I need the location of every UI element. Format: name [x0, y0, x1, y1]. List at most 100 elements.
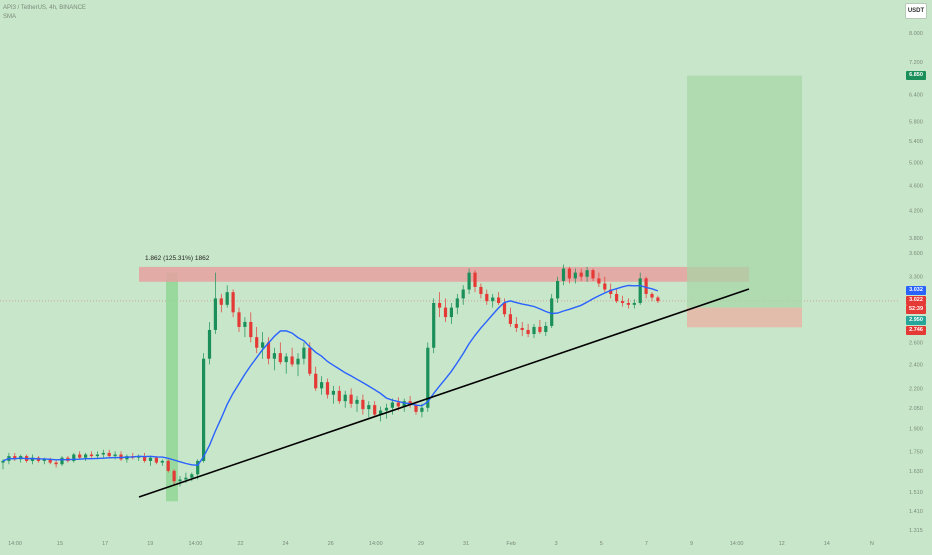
candle-body [190, 474, 194, 478]
time-axis-label: 17 [102, 541, 108, 547]
candle-body [449, 307, 453, 318]
candle-body [178, 479, 182, 482]
candle-body [148, 457, 153, 461]
candle-body [243, 321, 247, 327]
candle-body [656, 297, 660, 302]
candle-body [219, 298, 223, 305]
candle-body [556, 280, 560, 299]
candle-body [172, 470, 176, 482]
candle-body [379, 410, 383, 415]
candle-body [225, 292, 229, 305]
time-axis-label: 31 [463, 541, 469, 547]
candle-body [367, 405, 371, 410]
candle-body [320, 382, 324, 389]
currency-button[interactable]: USDT [905, 3, 927, 19]
time-axis-label: 14:00 [8, 541, 22, 547]
candle-body [231, 292, 235, 313]
time-axis-label: 12 [779, 541, 785, 547]
candle-body [396, 402, 400, 407]
price-axis-label: 4.200 [909, 208, 923, 214]
time-axis-label: 14:00 [369, 541, 383, 547]
candle-body [272, 353, 276, 359]
candle-body [343, 394, 347, 402]
price-axis-label: 2.600 [909, 340, 923, 346]
candle-body [284, 356, 288, 363]
candle-body [432, 302, 436, 348]
time-axis-label: 29 [418, 541, 424, 547]
price-axis-label: 2.200 [909, 386, 923, 392]
candle-body [591, 270, 595, 279]
candle-body [78, 454, 82, 458]
candle-body [497, 297, 501, 303]
symbol-title: API3 / TetherUS, 4h, BINANCE [3, 5, 86, 11]
price-axis-label: 5.800 [909, 120, 923, 126]
candle-body [207, 329, 212, 359]
candle-body [249, 321, 253, 338]
trendline [138, 288, 750, 498]
candle-body [532, 326, 536, 335]
candle-body [426, 347, 430, 408]
candle-body [72, 454, 76, 461]
candle-body [414, 405, 418, 412]
candle-body [467, 272, 471, 290]
price-axis-label: 3.800 [909, 236, 923, 242]
candle-body [349, 394, 353, 404]
candle-body [384, 407, 389, 411]
price-axis-label: 1.315 [909, 528, 923, 534]
time-axis-label: N [870, 541, 874, 547]
candle-body [60, 457, 64, 465]
price-axis-label: 2.400 [909, 362, 923, 368]
candle-body [603, 283, 607, 290]
candle-body [266, 342, 271, 359]
candle-body [573, 272, 577, 279]
price-axis-label: 3.600 [909, 251, 923, 257]
time-axis-label: 5 [600, 541, 603, 547]
time-axis-label: 7 [645, 541, 648, 547]
measure-box [166, 272, 178, 502]
resistance-zone [139, 266, 749, 282]
price-axis-label: 6.400 [909, 92, 923, 98]
candle-body [331, 390, 335, 395]
candle-body [296, 358, 300, 365]
candle-body [632, 302, 636, 305]
candle-body [30, 457, 35, 461]
candle-body [113, 454, 117, 457]
candle-body [615, 293, 619, 302]
price-axis-label: 1.510 [909, 490, 923, 496]
candle-body [314, 373, 318, 389]
candle-body [1, 460, 5, 463]
candle-body [54, 462, 58, 465]
time-axis-label: 26 [328, 541, 334, 547]
candle-body [101, 452, 105, 455]
candle-body [620, 301, 625, 303]
candle-body [567, 268, 571, 279]
candle-body [561, 268, 566, 281]
candle-body [550, 298, 554, 326]
price-tag: 2.950 [906, 315, 926, 325]
price-axis-label: 7.200 [909, 60, 923, 66]
price-tag: 3.022 [906, 295, 926, 305]
price-axis-label: 4.600 [909, 183, 923, 189]
price-tag: 3.032 [906, 285, 926, 295]
candle-body [455, 298, 459, 308]
candle-body [491, 297, 495, 302]
candle-body [202, 358, 206, 461]
candle-body [143, 456, 147, 461]
candle-body [526, 329, 530, 335]
candle-body [184, 477, 188, 480]
price-axis-label: 1.410 [909, 509, 923, 515]
candle-body [196, 460, 200, 475]
candle-body [325, 382, 330, 395]
candle-body [95, 454, 99, 457]
time-axis-label: 19 [147, 541, 153, 547]
candle-body [520, 327, 524, 330]
time-axis-label: Feb [506, 541, 515, 547]
price-axis-label: 8.000 [909, 31, 923, 37]
indicator-label: SMA [3, 14, 17, 20]
candle-body [502, 302, 507, 315]
candle-body [48, 459, 52, 463]
candle-body [255, 337, 259, 348]
candle-body [609, 289, 613, 294]
